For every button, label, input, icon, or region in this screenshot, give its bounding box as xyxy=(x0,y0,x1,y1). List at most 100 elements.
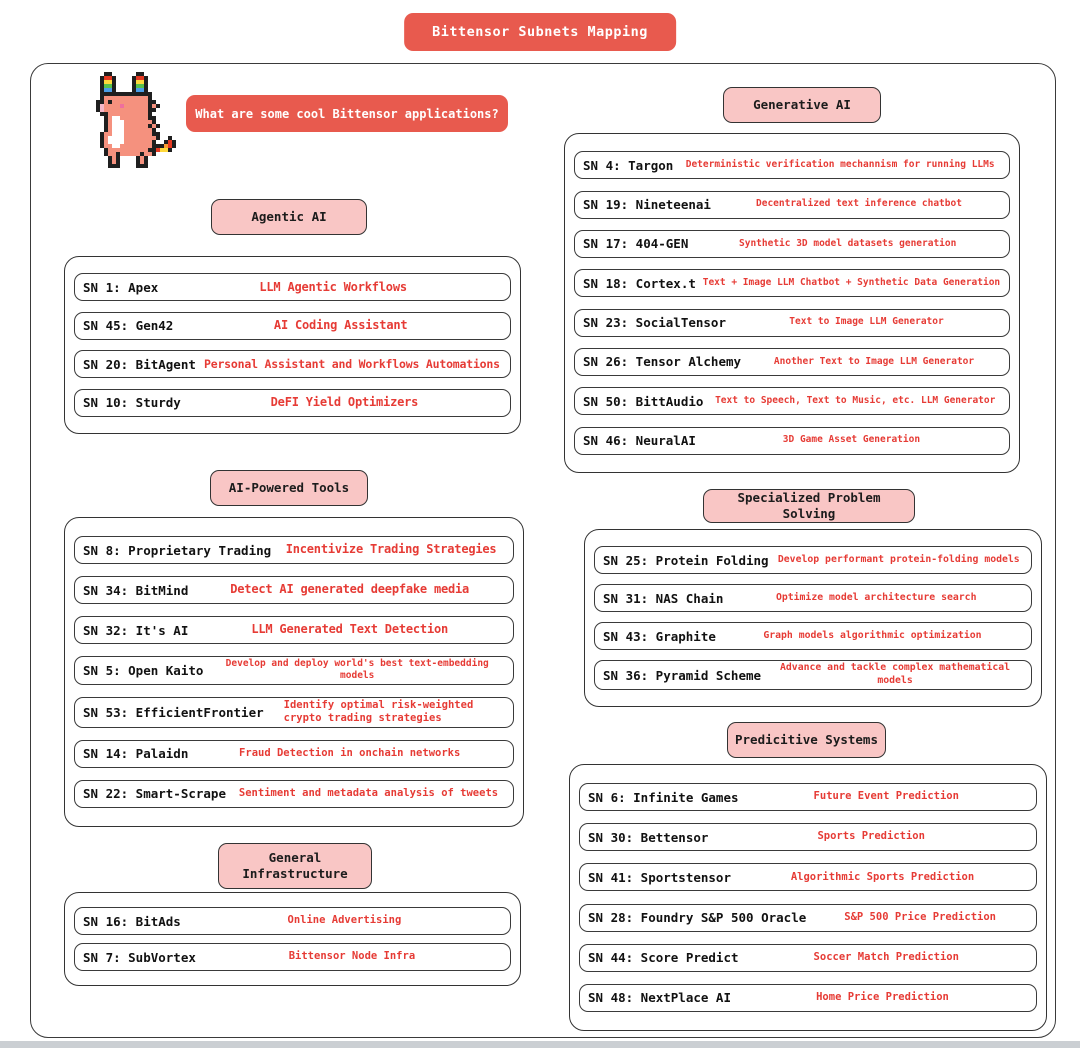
subnet-row: SN 50: BittAudio Text to Speech, Text to … xyxy=(574,387,1010,416)
subnet-name: SN 30: Bettensor xyxy=(588,829,709,845)
subnet-name: SN 28: Foundry S&P 500 Oracle xyxy=(588,910,807,926)
subnet-name: SN 4: Targon xyxy=(583,157,674,173)
subnet-description: Advance and tackle complex mathematical … xyxy=(780,662,1011,687)
subnet-description: Develop and deploy world's best text-emb… xyxy=(225,658,489,682)
subnet-name: SN 1: Apex xyxy=(83,279,159,295)
subnet-description: Synthetic 3D model datasets generation xyxy=(739,237,957,249)
subnet-group-general-infrastructure: SN 16: BitAds Online Advertising SN 7: Sub… xyxy=(64,892,521,986)
outer-frame xyxy=(30,63,1056,1038)
subnet-name: SN 5: Open Kaito xyxy=(83,662,204,678)
subnet-name: SN 32: It's AI xyxy=(83,622,189,638)
subnet-group-agentic-ai: SN 1: Apex LLM Agentic Workflows SN 45: Ge… xyxy=(64,256,521,434)
subnet-description: Another Text to Image LLM Generator xyxy=(773,355,975,367)
subnet-description: Develop performant protein-folding model… xyxy=(777,553,1020,565)
subnet-row: SN 5: Open Kaito Develop and deploy world… xyxy=(74,656,514,685)
section-badge-specialized-problem-solving: Specialized Problem Solving xyxy=(703,489,915,523)
section-badge-generative-ai: Generative AI xyxy=(723,87,881,123)
subnet-group-specialized-problem-solving: SN 25: Protein Folding Develop performant… xyxy=(584,529,1042,707)
subnet-name: SN 14: Palaidn xyxy=(83,746,189,762)
subnet-description: 3D Game Asset Generation xyxy=(782,434,921,446)
subnet-name: SN 43: Graphite xyxy=(603,628,716,644)
subnet-description: Fraud Detection in onchain networks xyxy=(239,747,461,760)
subnet-description: Text to Speech, Text to Music, etc. LLM … xyxy=(715,395,996,407)
subnet-row: SN 31: NAS Chain Optimize model architect… xyxy=(594,584,1032,613)
question-bubble: What are some cool Bittensor application… xyxy=(186,95,508,132)
subnet-name: SN 23: SocialTensor xyxy=(583,315,726,331)
subnet-row: SN 6: Infinite Games Future Event Predict… xyxy=(579,783,1037,812)
subnet-row: SN 10: Sturdy DeFI Yield Optimizers xyxy=(74,388,511,417)
subnet-description: Incentivize Trading Strategies xyxy=(285,542,497,557)
subnet-name: SN 48: NextPlace AI xyxy=(588,990,731,1006)
subnet-row: SN 36: Pyramid Scheme Advance and tackle … xyxy=(594,660,1032,690)
subnet-description: Home Price Prediction xyxy=(816,991,949,1004)
subnet-name: SN 19: Nineteenai xyxy=(583,197,711,213)
subnet-description: Future Event Prediction xyxy=(813,790,959,803)
subnet-description: Graph models algorithmic optimization xyxy=(763,629,982,641)
subnet-row: SN 17: 404-GEN Synthetic 3D model dataset… xyxy=(574,229,1010,258)
subnet-row: SN 25: Protein Folding Develop performant… xyxy=(594,546,1032,575)
subnet-group-predicitive-systems: SN 6: Infinite Games Future Event Predict… xyxy=(569,764,1047,1031)
subnet-name: SN 25: Protein Folding xyxy=(603,552,769,568)
subnet-name: SN 6: Infinite Games xyxy=(588,789,739,805)
subnet-row: SN 46: NeuralAI 3D Game Asset Generation xyxy=(574,426,1010,455)
subnet-name: SN 8: Proprietary Trading xyxy=(83,542,272,558)
subnet-row: SN 14: Palaidn Fraud Detection in onchain… xyxy=(74,739,514,768)
subnet-name: SN 46: NeuralAI xyxy=(583,433,696,449)
subnet-description: S&P 500 Price Prediction xyxy=(844,910,996,923)
section-badge-general-infrastructure: General Infrastructure xyxy=(218,843,372,889)
subnet-row: SN 16: BitAds Online Advertising xyxy=(74,907,511,935)
subnet-description: Optimize model architecture search xyxy=(775,591,977,603)
subnet-row: SN 48: NextPlace AI Home Price Prediction xyxy=(579,983,1037,1012)
subnet-description: Bittensor Node Infra xyxy=(288,950,416,963)
subnet-description: Sentiment and metadata analysis of tweet… xyxy=(238,787,499,800)
subnet-row: SN 26: Tensor Alchemy Another Text to Ima… xyxy=(574,347,1010,376)
subnet-name: SN 7: SubVortex xyxy=(83,949,196,965)
subnet-description: Algorithmic Sports Prediction xyxy=(790,870,975,883)
subnet-name: SN 18: Cortex.t xyxy=(583,275,696,291)
subnet-row: SN 30: Bettensor Sports Prediction xyxy=(579,823,1037,852)
subnet-row: SN 19: Nineteenai Decentralized text infe… xyxy=(574,190,1010,219)
subnet-description: Soccer Match Prediction xyxy=(813,950,959,963)
subnet-name: SN 20: BitAgent xyxy=(83,356,196,372)
subnet-description: Personal Assistant and Workflows Automat… xyxy=(204,356,500,371)
subnet-name: SN 41: Sportstensor xyxy=(588,869,731,885)
subnet-row: SN 1: Apex LLM Agentic Workflows xyxy=(74,273,511,302)
subnet-description: Deterministic verification mechannism fo… xyxy=(685,159,995,171)
subnet-name: SN 44: Score Predict xyxy=(588,950,739,966)
subnet-row: SN 53: EfficientFrontier Identify optimal… xyxy=(74,696,514,728)
subnet-name: SN 34: BitMind xyxy=(83,582,189,598)
subnet-description: DeFI Yield Optimizers xyxy=(270,394,419,409)
subnet-group-generative-ai: SN 4: Targon Deterministic verification m… xyxy=(564,133,1020,473)
subnet-description: Identify optimal risk-weighted crypto tr… xyxy=(283,698,474,725)
subnet-row: SN 8: Proprietary Trading Incentivize Tra… xyxy=(74,536,514,564)
subnet-name: SN 10: Sturdy xyxy=(83,395,181,411)
subnet-row: SN 32: It's AI LLM Generated Text Detecti… xyxy=(74,616,514,644)
subnet-name: SN 16: BitAds xyxy=(83,913,181,929)
subnet-row: SN 23: SocialTensor Text to Image LLM Gen… xyxy=(574,308,1010,337)
subnet-description: LLM Agentic Workflows xyxy=(259,279,407,294)
subnet-name: SN 26: Tensor Alchemy xyxy=(583,354,742,370)
subnet-description: Sports Prediction xyxy=(817,830,925,843)
subnet-row: SN 45: Gen42 AI Coding Assistant xyxy=(74,311,511,340)
subnet-group-ai-powered-tools: SN 8: Proprietary Trading Incentivize Tra… xyxy=(64,517,524,827)
subnet-row: SN 22: Smart-Scrape Sentiment and metadat… xyxy=(74,779,514,808)
subnet-name: SN 22: Smart-Scrape xyxy=(83,786,226,802)
subnet-description: LLM Generated Text Detection xyxy=(251,622,449,637)
subnet-name: SN 36: Pyramid Scheme xyxy=(603,667,762,683)
section-badge-predicitive-systems: Predicitive Systems xyxy=(727,722,886,758)
subnet-description: Decentralized text inference chatbot xyxy=(756,198,962,210)
subnet-row: SN 28: Foundry S&P 500 Oracle S&P 500 Pri… xyxy=(579,903,1037,932)
subnet-row: SN 41: Sportstensor Algorithmic Sports Pr… xyxy=(579,863,1037,892)
subnet-description: Text to Image LLM Generator xyxy=(789,316,944,328)
section-badge-agentic-ai: Agentic AI xyxy=(211,199,367,235)
subnet-name: SN 17: 404-GEN xyxy=(583,236,689,252)
subnet-row: SN 34: BitMind Detect AI generated deepfa… xyxy=(74,576,514,604)
subnet-row: SN 43: Graphite Graph models algorithmic … xyxy=(594,622,1032,651)
subnet-name: SN 53: EfficientFrontier xyxy=(83,704,264,720)
subnet-row: SN 20: BitAgent Personal Assistant and Wo… xyxy=(74,350,511,379)
section-badge-ai-powered-tools: AI-Powered Tools xyxy=(210,470,368,506)
subnet-description: AI Coding Assistant xyxy=(273,317,408,332)
subnet-description: Detect AI generated deepfake media xyxy=(230,582,470,597)
subnet-name: SN 45: Gen42 xyxy=(83,318,174,334)
subnet-description: Online Advertising xyxy=(287,914,402,927)
